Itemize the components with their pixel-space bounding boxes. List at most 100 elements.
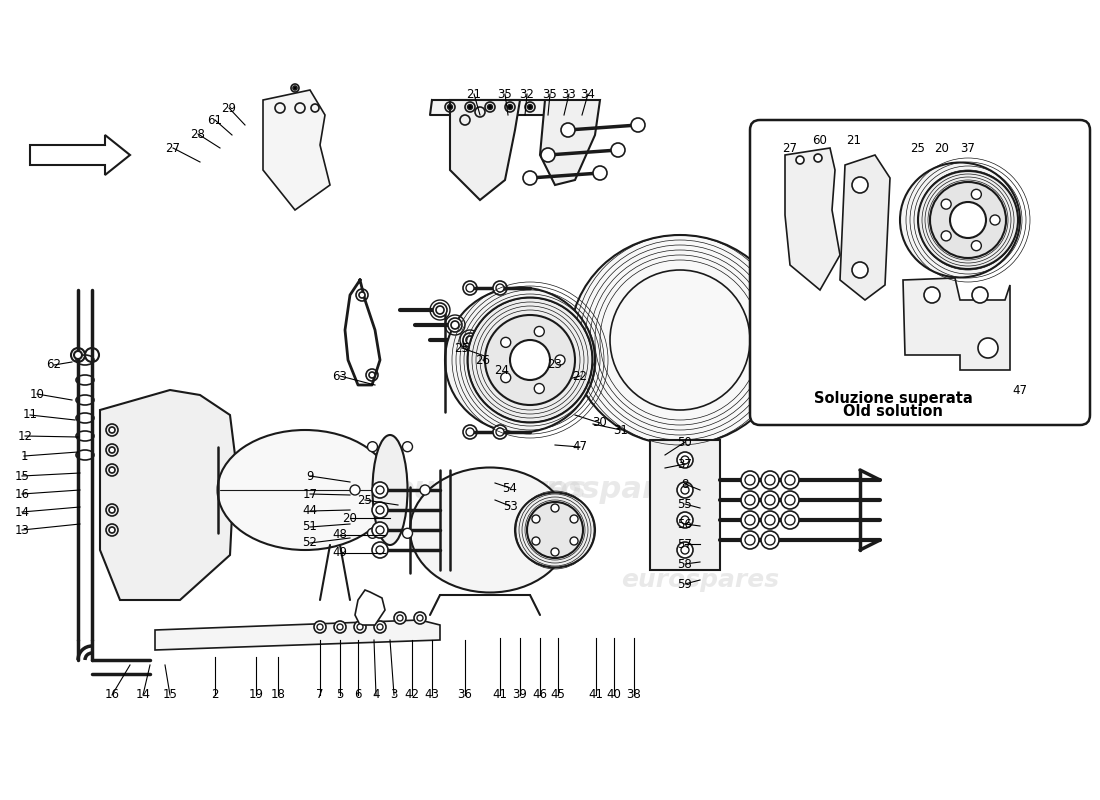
Circle shape bbox=[972, 287, 988, 303]
Text: 55: 55 bbox=[678, 498, 692, 510]
Circle shape bbox=[358, 624, 363, 630]
Text: 35: 35 bbox=[497, 87, 513, 101]
Text: 2: 2 bbox=[211, 689, 219, 702]
Polygon shape bbox=[100, 390, 235, 600]
Text: 54: 54 bbox=[503, 482, 517, 494]
Circle shape bbox=[745, 515, 755, 525]
Text: 33: 33 bbox=[562, 87, 576, 101]
Text: 22: 22 bbox=[572, 370, 587, 382]
Circle shape bbox=[372, 522, 388, 538]
Circle shape bbox=[785, 475, 795, 485]
Circle shape bbox=[109, 467, 116, 473]
Circle shape bbox=[448, 318, 462, 332]
Circle shape bbox=[745, 535, 755, 545]
Polygon shape bbox=[355, 590, 385, 625]
Text: eurospares: eurospares bbox=[620, 568, 779, 592]
Circle shape bbox=[535, 326, 544, 337]
Circle shape bbox=[448, 105, 452, 110]
Text: 18: 18 bbox=[271, 689, 285, 702]
Circle shape bbox=[403, 442, 412, 452]
Circle shape bbox=[971, 241, 981, 250]
Ellipse shape bbox=[515, 493, 595, 567]
Circle shape bbox=[372, 482, 388, 498]
Circle shape bbox=[354, 621, 366, 633]
Ellipse shape bbox=[410, 467, 570, 593]
Circle shape bbox=[610, 143, 625, 157]
Circle shape bbox=[493, 425, 507, 439]
Polygon shape bbox=[450, 100, 520, 200]
Circle shape bbox=[785, 495, 795, 505]
Text: eurospares: eurospares bbox=[108, 456, 283, 484]
Circle shape bbox=[433, 303, 447, 317]
Text: 15: 15 bbox=[163, 689, 177, 702]
FancyBboxPatch shape bbox=[750, 120, 1090, 425]
Circle shape bbox=[852, 262, 868, 278]
Text: 41: 41 bbox=[493, 689, 507, 702]
Text: 31: 31 bbox=[614, 423, 628, 437]
Text: 14: 14 bbox=[14, 506, 30, 518]
Circle shape bbox=[109, 447, 116, 453]
Text: 11: 11 bbox=[22, 409, 37, 422]
Circle shape bbox=[681, 456, 689, 464]
Circle shape bbox=[741, 531, 759, 549]
Circle shape bbox=[764, 475, 776, 485]
Circle shape bbox=[528, 105, 532, 110]
Text: 29: 29 bbox=[221, 102, 236, 114]
Circle shape bbox=[990, 215, 1000, 225]
Text: 10: 10 bbox=[30, 387, 44, 401]
Circle shape bbox=[535, 383, 544, 394]
Text: 30: 30 bbox=[593, 417, 607, 430]
Text: 17: 17 bbox=[302, 487, 318, 501]
Text: 13: 13 bbox=[14, 523, 30, 537]
Text: Soluzione superata: Soluzione superata bbox=[814, 390, 972, 406]
Circle shape bbox=[814, 154, 822, 162]
Polygon shape bbox=[650, 440, 721, 570]
Circle shape bbox=[741, 471, 759, 489]
Text: 36: 36 bbox=[458, 689, 472, 702]
Circle shape bbox=[468, 105, 473, 110]
Ellipse shape bbox=[900, 162, 1020, 278]
Circle shape bbox=[377, 624, 383, 630]
Ellipse shape bbox=[468, 298, 593, 422]
Circle shape bbox=[507, 105, 513, 110]
Circle shape bbox=[764, 495, 776, 505]
Circle shape bbox=[368, 372, 375, 378]
Text: 35: 35 bbox=[542, 87, 558, 101]
Text: 56: 56 bbox=[678, 518, 692, 530]
Circle shape bbox=[500, 373, 510, 382]
Polygon shape bbox=[155, 620, 440, 650]
Ellipse shape bbox=[570, 235, 790, 445]
Circle shape bbox=[741, 491, 759, 509]
Circle shape bbox=[367, 528, 377, 538]
Circle shape bbox=[485, 315, 575, 405]
Text: 50: 50 bbox=[678, 435, 692, 449]
Text: 25: 25 bbox=[911, 142, 925, 154]
Text: 25: 25 bbox=[358, 494, 373, 506]
Circle shape bbox=[500, 338, 510, 347]
Text: 47: 47 bbox=[1012, 383, 1027, 397]
Polygon shape bbox=[540, 100, 600, 185]
Circle shape bbox=[978, 338, 998, 358]
Circle shape bbox=[496, 284, 504, 292]
Text: 7: 7 bbox=[317, 689, 323, 702]
Text: 5: 5 bbox=[337, 689, 343, 702]
Circle shape bbox=[852, 177, 868, 193]
Ellipse shape bbox=[918, 171, 1018, 269]
Circle shape bbox=[681, 486, 689, 494]
Circle shape bbox=[785, 515, 795, 525]
Ellipse shape bbox=[373, 435, 407, 545]
Circle shape bbox=[681, 546, 689, 554]
Polygon shape bbox=[785, 148, 840, 290]
Text: 26: 26 bbox=[475, 354, 491, 366]
Circle shape bbox=[496, 428, 504, 436]
Text: 47: 47 bbox=[572, 441, 587, 454]
Circle shape bbox=[745, 495, 755, 505]
Circle shape bbox=[950, 202, 986, 238]
Circle shape bbox=[676, 542, 693, 558]
Text: 52: 52 bbox=[302, 537, 318, 550]
Circle shape bbox=[593, 166, 607, 180]
Circle shape bbox=[436, 306, 444, 314]
Text: 14: 14 bbox=[135, 689, 151, 702]
Circle shape bbox=[781, 491, 799, 509]
Circle shape bbox=[676, 452, 693, 468]
